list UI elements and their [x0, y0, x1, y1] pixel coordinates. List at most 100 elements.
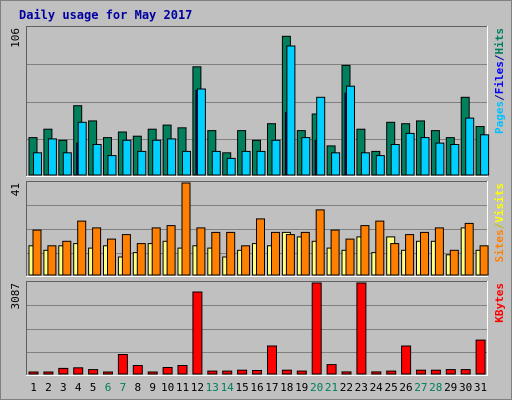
sites-bar: [47, 245, 57, 276]
sites-bar: [256, 218, 265, 276]
legend-entry: Hits: [493, 28, 506, 55]
panel-plot-area: [26, 281, 488, 376]
kbytes-bar: [73, 367, 84, 375]
kbytes-bar: [252, 370, 262, 375]
kbytes-bar: [267, 345, 277, 375]
sites-bar: [315, 209, 325, 276]
pages-bar: [211, 150, 221, 176]
pages-bar: [316, 96, 326, 176]
kbytes-bar: [341, 371, 352, 375]
sites-bar: [121, 234, 131, 276]
sites-bar: [449, 249, 459, 276]
kbytes-bar: [192, 291, 203, 375]
x-tick-label: 25: [384, 381, 397, 394]
sites-bar: [241, 245, 251, 276]
kbytes-bar: [326, 364, 337, 375]
x-tick-label: 16: [250, 381, 263, 394]
sites-bar: [92, 227, 102, 276]
x-tick-label: 3: [60, 381, 67, 394]
x-tick-label: 2: [45, 381, 52, 394]
x-tick-label: 18: [280, 381, 293, 394]
kbytes-bar: [445, 369, 456, 375]
kbytes-bar: [58, 367, 69, 375]
kbytes-bar: [237, 369, 248, 375]
x-tick-label: 27: [414, 381, 427, 394]
sites-bar: [405, 234, 415, 276]
sites-bar: [300, 231, 310, 276]
panel-1: 41 Sites/Visits: [9, 181, 506, 277]
pages-bar: [47, 138, 57, 176]
sites-bar: [107, 238, 116, 276]
sites-bar: [226, 231, 236, 276]
pages-bar: [375, 155, 385, 176]
pages-bar: [420, 137, 430, 176]
kbytes-bar: [475, 339, 486, 375]
x-tick-label: 26: [399, 381, 412, 394]
pages-bar: [435, 142, 445, 176]
x-tick-label: 7: [120, 381, 127, 394]
legend-entry: /: [493, 54, 506, 61]
panel-max-label: 3087: [9, 283, 22, 310]
pages-bar: [77, 121, 87, 176]
kbytes-bar: [117, 354, 128, 375]
x-tick-label: 20: [310, 381, 323, 394]
kbytes-bar: [460, 369, 471, 375]
panel-2: 3087 KBytes: [9, 281, 506, 376]
legend-entry: Visits: [493, 183, 506, 223]
x-tick-label: 22: [340, 381, 353, 394]
pages-bar: [480, 134, 490, 176]
legend-entry: Pages: [493, 101, 506, 134]
legend-entry: Files: [493, 61, 506, 94]
x-tick-label: 12: [191, 381, 204, 394]
pages-bar: [241, 150, 251, 176]
kbytes-bar: [311, 282, 322, 375]
kbytes-bar: [401, 345, 412, 375]
sites-bar: [166, 225, 176, 276]
x-tick-label: 21: [325, 381, 338, 394]
kbytes-bar: [88, 369, 99, 375]
x-tick-label: 1: [30, 381, 37, 394]
kbytes-bar: [356, 282, 367, 375]
kbytes-bar: [222, 370, 233, 375]
sites-bar: [345, 238, 355, 276]
sites-bar: [420, 231, 429, 276]
kbytes-bar: [177, 365, 188, 375]
sites-bar: [360, 225, 370, 276]
kbytes-bar: [43, 371, 54, 375]
kbytes-bar: [103, 371, 113, 375]
legend-entry: /: [493, 94, 506, 101]
sites-bar: [285, 234, 295, 276]
pages-bar: [465, 117, 475, 176]
x-axis: 1 2 3 4 5 6 7 8 9 10 11 12 13 14 15 16 17 18 19 20 21 22 23 24 2…: [30, 381, 487, 394]
pages-bar: [33, 152, 42, 176]
pages-bar: [226, 157, 236, 176]
x-tick-label: 17: [265, 381, 278, 394]
x-tick-label: 30: [459, 381, 472, 394]
chart-title: Daily usage for May 2017: [19, 8, 192, 22]
x-tick-label: 6: [105, 381, 112, 394]
kbytes-bar: [296, 370, 307, 375]
kbytes-bar: [132, 365, 143, 375]
sites-bar: [464, 222, 474, 276]
pages-bar: [256, 150, 266, 176]
pages-bar: [137, 150, 147, 176]
kbytes-bar: [207, 370, 218, 375]
pages-bar: [346, 85, 355, 176]
pages-bar: [405, 132, 415, 176]
legend-entry: /: [493, 222, 506, 229]
x-tick-label: 5: [90, 381, 97, 394]
x-tick-label: 14: [221, 381, 235, 394]
pages-bar: [286, 45, 296, 176]
kbytes-bar: [147, 371, 158, 375]
pages-bar: [62, 152, 72, 176]
x-tick-label: 8: [134, 381, 141, 394]
pages-bar: [92, 144, 102, 176]
kbytes-bar: [28, 371, 39, 375]
legend-entry: Sites: [493, 229, 506, 262]
pages-bar: [122, 139, 132, 176]
pages-bar: [271, 139, 281, 176]
pages-bar: [107, 155, 117, 176]
